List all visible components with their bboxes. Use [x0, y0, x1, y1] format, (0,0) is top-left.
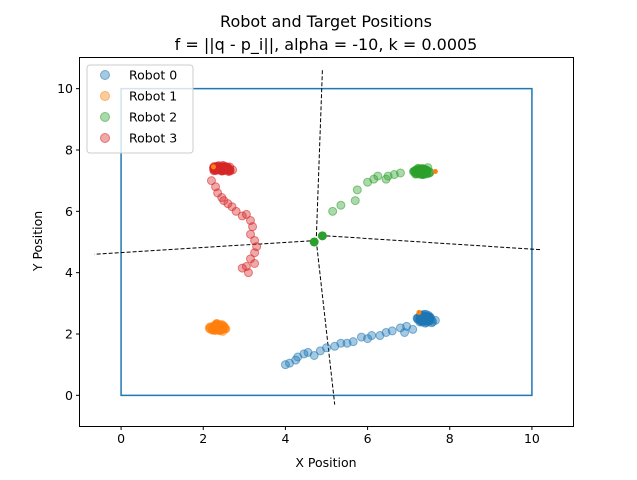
y-tick-label: 0	[65, 388, 73, 403]
robot-2-trail-point	[352, 185, 362, 195]
robot-2-current-position	[317, 231, 327, 241]
chart-title-line-1: Robot and Target Positions	[220, 12, 432, 31]
legend-marker-robot-0	[100, 70, 110, 80]
legend-marker-robot-1	[100, 91, 110, 101]
robot-2-trail-point	[336, 200, 346, 210]
y-tick-label: 6	[65, 204, 73, 219]
robot-3-trail-point	[237, 263, 247, 273]
robot-0-trail-point	[367, 331, 377, 341]
chart-title-line-2: f = ||q - p_i||, alpha = -10, k = 0.0005	[175, 35, 478, 55]
x-tick-label: 4	[281, 431, 289, 446]
series-robot-1	[204, 318, 231, 336]
legend: Robot 0 Robot 1 Robot 2 Robot 3	[86, 64, 194, 154]
partition-line-3	[326, 235, 541, 251]
legend-label-robot-0: Robot 0	[129, 68, 177, 83]
robot-0-trail-point	[408, 324, 418, 334]
y-tick-label: 10	[57, 81, 73, 96]
robot-3-trail-point	[241, 209, 251, 219]
y-axis-label: Y Position	[30, 211, 45, 272]
x-tick-label: 6	[364, 431, 372, 446]
x-tick-label: 10	[524, 431, 540, 446]
robot-2-trail-point	[350, 196, 360, 206]
legend-label-robot-2: Robot 2	[129, 110, 177, 125]
robot-0-trail-point	[322, 343, 331, 353]
boundary-rect	[120, 87, 533, 397]
robot-2-cluster-point	[425, 168, 435, 178]
target-marker-0	[416, 310, 422, 316]
robot-0-trail-point	[309, 350, 319, 360]
legend-marker-robot-2	[100, 112, 110, 122]
robot-3-trail-point	[250, 258, 260, 268]
robot-2-trail-point	[395, 168, 405, 178]
robot-0-trail-point	[387, 326, 397, 336]
legend-marker-robot-3	[100, 133, 110, 143]
robot-0-trail-point	[348, 337, 358, 347]
partition-line-2	[94, 239, 317, 255]
x-tick-label: 8	[446, 431, 454, 446]
robot-3-cluster-point	[219, 165, 229, 175]
axes-frame	[79, 57, 574, 427]
target-marker-2	[432, 168, 438, 174]
y-axis: 0 2 4 6 8 10	[57, 81, 80, 403]
robot-0-trail-point	[336, 338, 346, 348]
robot-2-trail-point	[328, 206, 338, 216]
y-tick-label: 4	[65, 265, 73, 280]
legend-label-robot-1: Robot 1	[129, 89, 177, 104]
series-robot-3	[206, 161, 262, 278]
robot-3-trail-point	[248, 222, 258, 232]
partition-line-0	[315, 70, 323, 241]
x-tick-label: 2	[199, 431, 207, 446]
series-robot-0	[280, 309, 440, 370]
legend-box	[86, 64, 194, 154]
robot-0-trail-point	[400, 327, 410, 337]
y-tick-label: 2	[65, 327, 73, 342]
target-marker-3	[211, 164, 217, 170]
target-marker-1	[213, 320, 219, 326]
robot-0-cluster-point	[420, 318, 430, 328]
plot-area	[94, 70, 541, 405]
x-axis: 0 2 4 6 8 10	[117, 426, 540, 446]
x-axis-label: X Position	[295, 455, 356, 470]
y-tick-label: 8	[65, 143, 73, 158]
robot-3-trail-point	[245, 229, 255, 239]
robot-2-trail-point	[373, 171, 383, 181]
robot-3-trail-point	[243, 268, 253, 278]
robot-2-current-position	[309, 237, 319, 247]
robot-3-trail-point	[206, 176, 216, 186]
robot-2-cluster-point	[415, 168, 425, 178]
robot-3-trail-point	[250, 248, 260, 258]
robot-3-trail-point	[231, 206, 241, 216]
series-robot-2	[309, 163, 435, 247]
x-tick-label: 0	[117, 431, 125, 446]
partition-line-1	[315, 240, 336, 405]
legend-label-robot-3: Robot 3	[129, 131, 177, 146]
